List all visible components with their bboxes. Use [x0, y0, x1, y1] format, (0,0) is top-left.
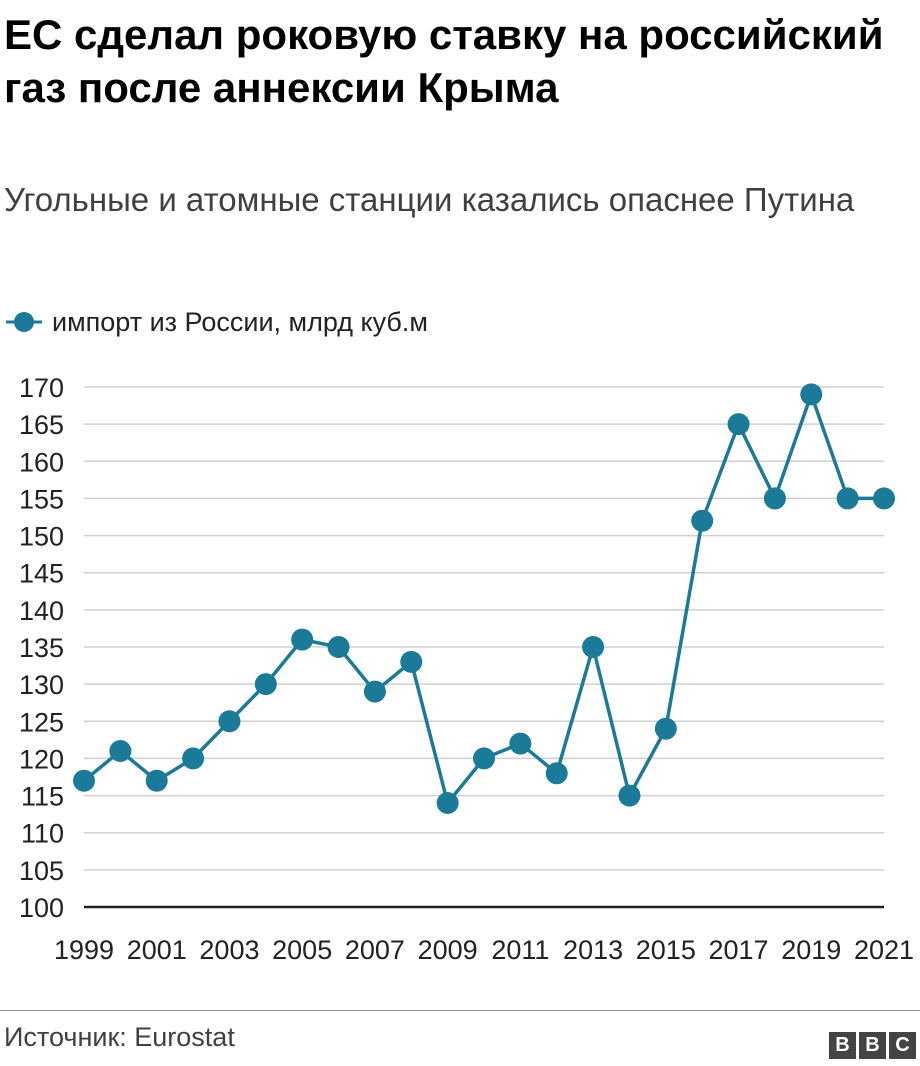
y-tick-label: 125 — [19, 707, 64, 737]
data-point — [582, 636, 605, 658]
data-point — [182, 747, 205, 770]
chart-title: ЕС сделал роковую ставку на российский г… — [4, 11, 884, 111]
data-point — [727, 413, 750, 436]
data-point — [73, 769, 95, 792]
y-tick-label: 100 — [19, 893, 64, 923]
data-point — [545, 762, 568, 785]
data-point — [363, 680, 386, 703]
source-note: Источник: Eurostat — [4, 1022, 235, 1052]
y-tick-label: 155 — [19, 484, 64, 514]
x-tick-label: 2003 — [199, 935, 259, 965]
data-point — [836, 487, 859, 510]
data-point — [254, 673, 277, 696]
y-tick-label: 160 — [19, 447, 64, 477]
data-point — [400, 650, 423, 673]
data-point — [763, 487, 786, 510]
data-point — [327, 636, 350, 658]
x-tick-label: 2015 — [636, 935, 696, 965]
x-tick-label: 2017 — [709, 935, 769, 965]
bbc-logo: B B C — [829, 1032, 916, 1059]
data-point — [873, 487, 895, 510]
y-tick-label: 170 — [19, 373, 64, 403]
legend-label: импорт из России, млрд куб.м — [52, 306, 428, 337]
x-tick-label: 1999 — [54, 935, 114, 965]
y-tick-label: 135 — [19, 633, 64, 663]
data-point — [291, 628, 314, 651]
x-tick-label: 2019 — [781, 935, 841, 965]
x-tick-label: 2013 — [563, 935, 623, 965]
y-tick-label: 110 — [21, 819, 64, 849]
x-tick-label: 2021 — [854, 935, 914, 965]
legend: импорт из России, млрд куб.м — [4, 302, 428, 342]
bbc-logo-letter: B — [859, 1032, 886, 1059]
series-line — [82, 392, 884, 805]
chart-subtitle: Угольные и атомные станции казались опас… — [4, 181, 855, 218]
data-point — [800, 383, 823, 406]
legend-marker-icon — [6, 312, 42, 332]
data-point — [509, 732, 532, 755]
data-point — [218, 710, 241, 733]
data-point — [145, 769, 168, 792]
y-tick-label: 150 — [19, 522, 64, 552]
bbc-logo-letter: B — [829, 1032, 856, 1059]
data-point — [618, 784, 641, 807]
y-tick-label: 165 — [19, 410, 64, 440]
y-tick-label: 120 — [19, 744, 64, 774]
data-point — [436, 792, 459, 814]
footer-divider — [0, 1010, 920, 1011]
y-tick-label: 130 — [19, 670, 64, 700]
x-tick-label: 2007 — [345, 935, 405, 965]
data-point — [109, 740, 132, 762]
y-tick-label: 115 — [21, 782, 64, 812]
data-point — [473, 747, 495, 770]
y-tick-label: 140 — [19, 596, 64, 626]
x-tick-label: 2011 — [491, 935, 549, 965]
bbc-logo-letter: C — [889, 1032, 916, 1059]
y-tick-label: 145 — [19, 559, 64, 589]
x-tick-label: 2005 — [272, 935, 332, 965]
line-chart: 100 105 110 115 120 125 130 135 140 145 150 155 160 1… — [19, 373, 914, 965]
data-point — [654, 717, 677, 740]
y-tick-label: 105 — [19, 856, 64, 886]
data-point — [691, 509, 714, 532]
x-tick-label: 2001 — [127, 935, 187, 965]
x-tick-label: 2009 — [418, 935, 478, 965]
